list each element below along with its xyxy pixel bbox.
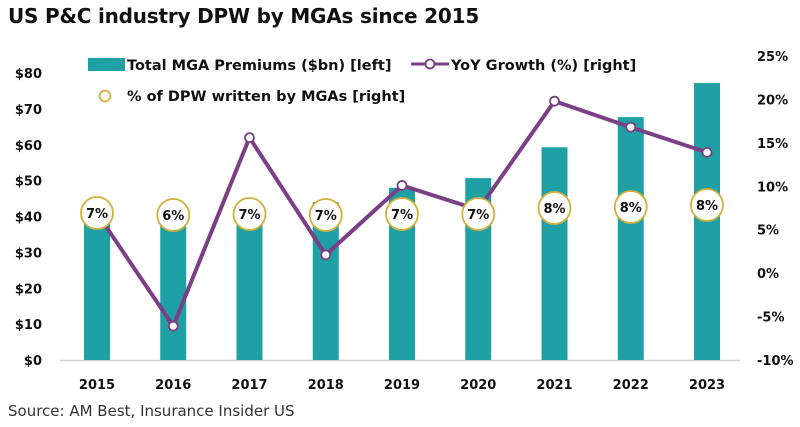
right-axis-tick: 10% [757, 180, 788, 195]
x-axis-tick: 2022 [613, 378, 649, 393]
yoy-point-2021 [549, 95, 560, 107]
dpw-share-label: 7% [86, 207, 108, 222]
dpw-share-circle-2018 [308, 198, 343, 232]
right-axis-tick: 5% [757, 224, 779, 239]
bar-2015 [84, 220, 110, 360]
left-axis-tick: $20 [15, 282, 42, 297]
x-axis-tick: 2023 [689, 378, 725, 393]
left-axis-tick: $30 [15, 246, 42, 261]
legend-circle-swatch [98, 89, 112, 103]
legend-label-premiums: Total MGA Premiums ($bn) [left] [127, 58, 391, 74]
chart-title: US P&C industry DPW by MGAs since 2015 [8, 4, 480, 28]
yoy-point-2022 [625, 121, 637, 133]
dpw-share-label: 7% [315, 209, 337, 224]
yoy-point-2016 [167, 320, 179, 332]
left-axis-tick: $70 [15, 103, 42, 118]
x-axis-tick: 2021 [536, 378, 572, 393]
left-axis-tick: $60 [15, 139, 42, 154]
yoy-point-2019 [396, 180, 408, 191]
dpw-share-circle-2015 [80, 196, 114, 230]
yoy-point-2023 [701, 147, 713, 158]
legend-line-marker [424, 58, 436, 70]
x-axis-tick: 2018 [308, 378, 344, 393]
legend-label-yoy: YoY Growth (%) [right] [450, 58, 636, 74]
bar-2017 [236, 216, 263, 360]
dpw-share-label: 7% [467, 208, 489, 223]
x-axis-tick: 2015 [79, 378, 115, 393]
left-axis-tick: $80 [15, 67, 42, 82]
bar-2022 [617, 117, 644, 360]
legend-label-dpw-share: % of DPW written by MGAs [right] [127, 89, 405, 105]
right-axis-tick: -10% [757, 354, 794, 369]
left-axis-tick: $0 [24, 354, 42, 369]
dpw-share-label: 8% [696, 199, 718, 214]
dpw-share-label: 7% [238, 208, 260, 223]
right-axis-tick: 0% [757, 267, 779, 282]
yoy-point-2017 [244, 132, 255, 144]
right-axis-tick: -5% [757, 311, 784, 326]
dpw-share-label: 8% [620, 201, 642, 216]
right-axis-tick: 20% [757, 93, 788, 108]
dpw-share-circle-2022 [613, 190, 648, 224]
dpw-share-label: 8% [543, 202, 565, 217]
yoy-point-2018 [320, 249, 332, 261]
x-axis-tick: 2020 [460, 378, 496, 393]
left-axis-tick: $40 [15, 211, 42, 226]
x-axis-tick: 2017 [231, 378, 267, 393]
x-axis-tick: 2019 [384, 378, 420, 393]
dpw-share-circle-2023 [690, 188, 724, 222]
legend-bar-swatch [88, 58, 125, 71]
right-axis-tick: 15% [757, 137, 788, 152]
left-axis-tick: $10 [15, 318, 42, 333]
dpw-share-circle-2020 [461, 197, 496, 231]
left-axis-tick: $50 [15, 175, 42, 190]
dpw-share-circle-2021 [537, 191, 572, 225]
x-axis-tick: 2016 [155, 378, 191, 393]
dpw-share-circle-2017 [232, 197, 267, 231]
right-axis-tick: 25% [757, 50, 788, 65]
bar-2016 [160, 220, 187, 360]
source-note: Source: AM Best, Insurance Insider US [8, 402, 295, 420]
dpw-share-label: 6% [162, 209, 184, 224]
dpw-share-circle-2016 [156, 198, 191, 232]
bar-2021 [541, 147, 568, 360]
dpw-share-circle-2019 [385, 197, 419, 231]
dpw-share-label: 7% [391, 208, 413, 223]
